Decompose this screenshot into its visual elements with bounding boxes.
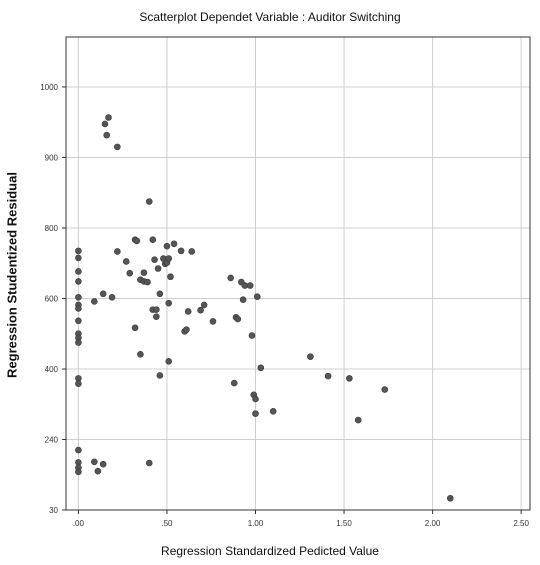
scatter-point bbox=[257, 364, 265, 372]
x-tick-label: 2.50 bbox=[513, 519, 529, 528]
x-tick-label: .50 bbox=[161, 519, 173, 528]
scatter-point bbox=[75, 380, 82, 387]
y-tick-labels: 30 240 400 600 800 900 1000 bbox=[40, 83, 66, 515]
scatter-point bbox=[381, 386, 389, 393]
scatter-point bbox=[234, 315, 242, 323]
scatter-point bbox=[183, 326, 190, 333]
scatter-point bbox=[307, 353, 314, 360]
x-axis-label: Regression Standardized Pedicted Value bbox=[161, 544, 379, 558]
data-points bbox=[75, 114, 454, 502]
scatter-point bbox=[156, 372, 164, 379]
x-tick-label: .00 bbox=[73, 519, 85, 528]
x-tick-label: 1.00 bbox=[248, 519, 264, 528]
y-tick-label: 1000 bbox=[40, 83, 58, 92]
scatter-point bbox=[145, 459, 153, 467]
scatter-point bbox=[165, 255, 173, 262]
x-tick-labels: .00 .50 1.00 1.50 2.00 2.50 bbox=[73, 510, 529, 528]
scatter-point bbox=[163, 242, 171, 250]
scatter-point bbox=[126, 269, 134, 277]
scatter-point bbox=[252, 410, 259, 417]
scatter-point bbox=[122, 258, 130, 265]
x-tick-label: 2.00 bbox=[425, 519, 441, 528]
scatter-point bbox=[75, 305, 82, 312]
chart-title: Scatterplot Dependet Variable : Auditor … bbox=[139, 10, 401, 24]
scatter-point bbox=[177, 247, 185, 255]
scatter-point bbox=[156, 290, 164, 298]
scatter-point bbox=[324, 372, 332, 380]
scatter-point bbox=[75, 247, 82, 255]
scatter-point bbox=[75, 293, 82, 301]
scatter-point bbox=[227, 274, 235, 282]
x-tick-label: 1.50 bbox=[336, 519, 352, 528]
scatter-point bbox=[108, 293, 116, 301]
scatter-point bbox=[167, 273, 174, 281]
scatter-point bbox=[230, 379, 238, 387]
scatter-point bbox=[153, 306, 160, 313]
scatter-point bbox=[75, 339, 82, 346]
scatter-point bbox=[94, 467, 102, 475]
scatter-point bbox=[75, 268, 82, 275]
scatter-point bbox=[209, 318, 217, 325]
scatter-point bbox=[114, 248, 121, 255]
scatter-point bbox=[354, 416, 362, 424]
scatter-point bbox=[99, 290, 107, 298]
scatter-point bbox=[153, 313, 160, 320]
scatter-point bbox=[346, 375, 353, 382]
scatter-point bbox=[91, 458, 98, 466]
y-tick-label: 800 bbox=[45, 224, 59, 233]
scatter-point bbox=[75, 446, 82, 454]
scatter-point bbox=[200, 301, 208, 309]
scatter-point bbox=[75, 468, 82, 476]
scatter-point bbox=[184, 308, 192, 315]
scatter-point bbox=[188, 248, 196, 255]
scatter-point bbox=[75, 317, 82, 325]
scatter-point bbox=[103, 131, 111, 139]
y-tick-label: 30 bbox=[49, 506, 58, 515]
plot-frame bbox=[65, 36, 531, 511]
scatter-point bbox=[75, 278, 82, 285]
y-tick-label: 600 bbox=[45, 294, 59, 303]
scatter-point bbox=[114, 143, 121, 151]
scatter-point bbox=[144, 278, 151, 286]
scatter-point bbox=[149, 236, 157, 244]
y-tick-label: 240 bbox=[45, 435, 59, 444]
grid-lines bbox=[66, 37, 530, 511]
scatter-point bbox=[253, 293, 261, 301]
scatter-point bbox=[99, 460, 107, 468]
scatter-point bbox=[165, 358, 173, 365]
scatter-point bbox=[447, 494, 454, 502]
scatter-point bbox=[105, 114, 112, 121]
scatter-point bbox=[91, 298, 98, 305]
scatter-point bbox=[154, 265, 162, 272]
scatter-point bbox=[269, 407, 277, 415]
scatter-point bbox=[197, 306, 204, 314]
scatter-point bbox=[133, 237, 141, 245]
scatter-point bbox=[170, 240, 178, 248]
scatter-point bbox=[248, 332, 256, 339]
scatter-point bbox=[75, 254, 82, 262]
scatter-point bbox=[239, 296, 247, 303]
scatter-point bbox=[151, 256, 158, 263]
scatter-point bbox=[246, 282, 254, 289]
scatter-point bbox=[131, 324, 139, 332]
scatter-point bbox=[137, 350, 144, 358]
scatter-point bbox=[101, 120, 109, 128]
y-tick-label: 400 bbox=[45, 365, 59, 374]
y-tick-label: 900 bbox=[45, 153, 59, 162]
scatter-point bbox=[165, 299, 173, 307]
scatter-point bbox=[252, 395, 259, 403]
scatter-point bbox=[140, 269, 148, 276]
scatter-point bbox=[145, 198, 153, 205]
